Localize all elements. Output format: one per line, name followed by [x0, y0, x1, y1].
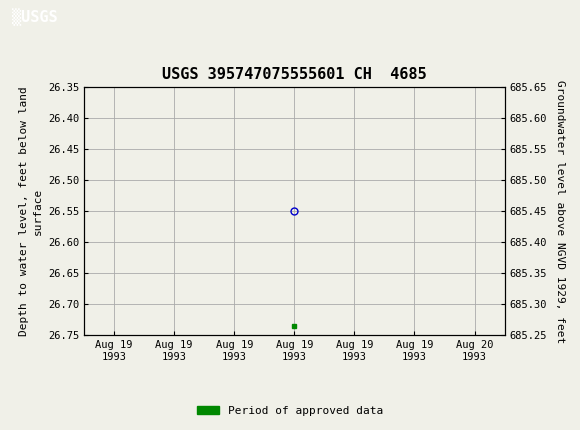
Text: ▒USGS: ▒USGS	[12, 9, 57, 26]
Y-axis label: Depth to water level, feet below land
surface: Depth to water level, feet below land su…	[19, 86, 42, 336]
Y-axis label: Groundwater level above NGVD 1929, feet: Groundwater level above NGVD 1929, feet	[555, 80, 566, 343]
Legend: Period of approved data: Period of approved data	[193, 401, 387, 420]
Title: USGS 395747075555601 CH  4685: USGS 395747075555601 CH 4685	[162, 67, 427, 82]
